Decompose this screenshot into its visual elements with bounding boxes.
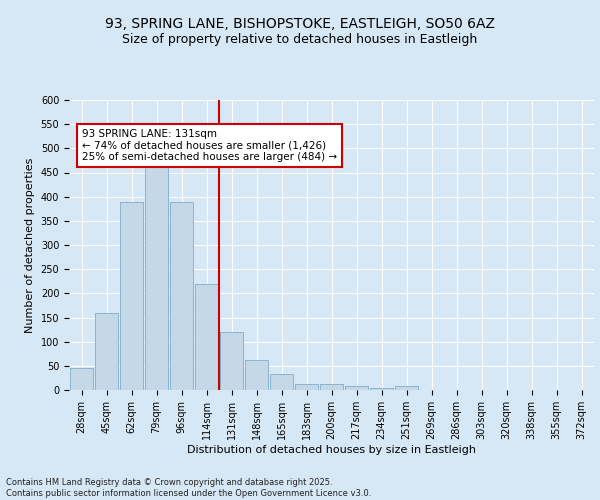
Bar (95, 312, 118, 390)
Bar (119, 202, 143, 390)
Bar (245, 360, 268, 390)
Bar (269, 374, 293, 390)
Text: 93, SPRING LANE, BISHOPSTOKE, EASTLEIGH, SO50 6AZ: 93, SPRING LANE, BISHOPSTOKE, EASTLEIGH,… (105, 18, 495, 32)
Text: Size of property relative to detached houses in Eastleigh: Size of property relative to detached ho… (122, 32, 478, 46)
Bar (70, 368, 94, 390)
Bar (295, 384, 319, 390)
Bar (170, 202, 193, 390)
Bar (194, 284, 218, 390)
Bar (220, 332, 244, 390)
Text: 93 SPRING LANE: 131sqm
← 74% of detached houses are smaller (1,426)
25% of semi-: 93 SPRING LANE: 131sqm ← 74% of detached… (82, 129, 337, 162)
Y-axis label: Number of detached properties: Number of detached properties (25, 158, 35, 332)
X-axis label: Distribution of detached houses by size in Eastleigh: Distribution of detached houses by size … (187, 444, 476, 454)
Bar (370, 388, 394, 390)
Bar (320, 384, 343, 390)
Bar (344, 386, 368, 390)
Bar (145, 166, 169, 390)
Text: Contains HM Land Registry data © Crown copyright and database right 2025.
Contai: Contains HM Land Registry data © Crown c… (6, 478, 371, 498)
Bar (395, 386, 418, 390)
